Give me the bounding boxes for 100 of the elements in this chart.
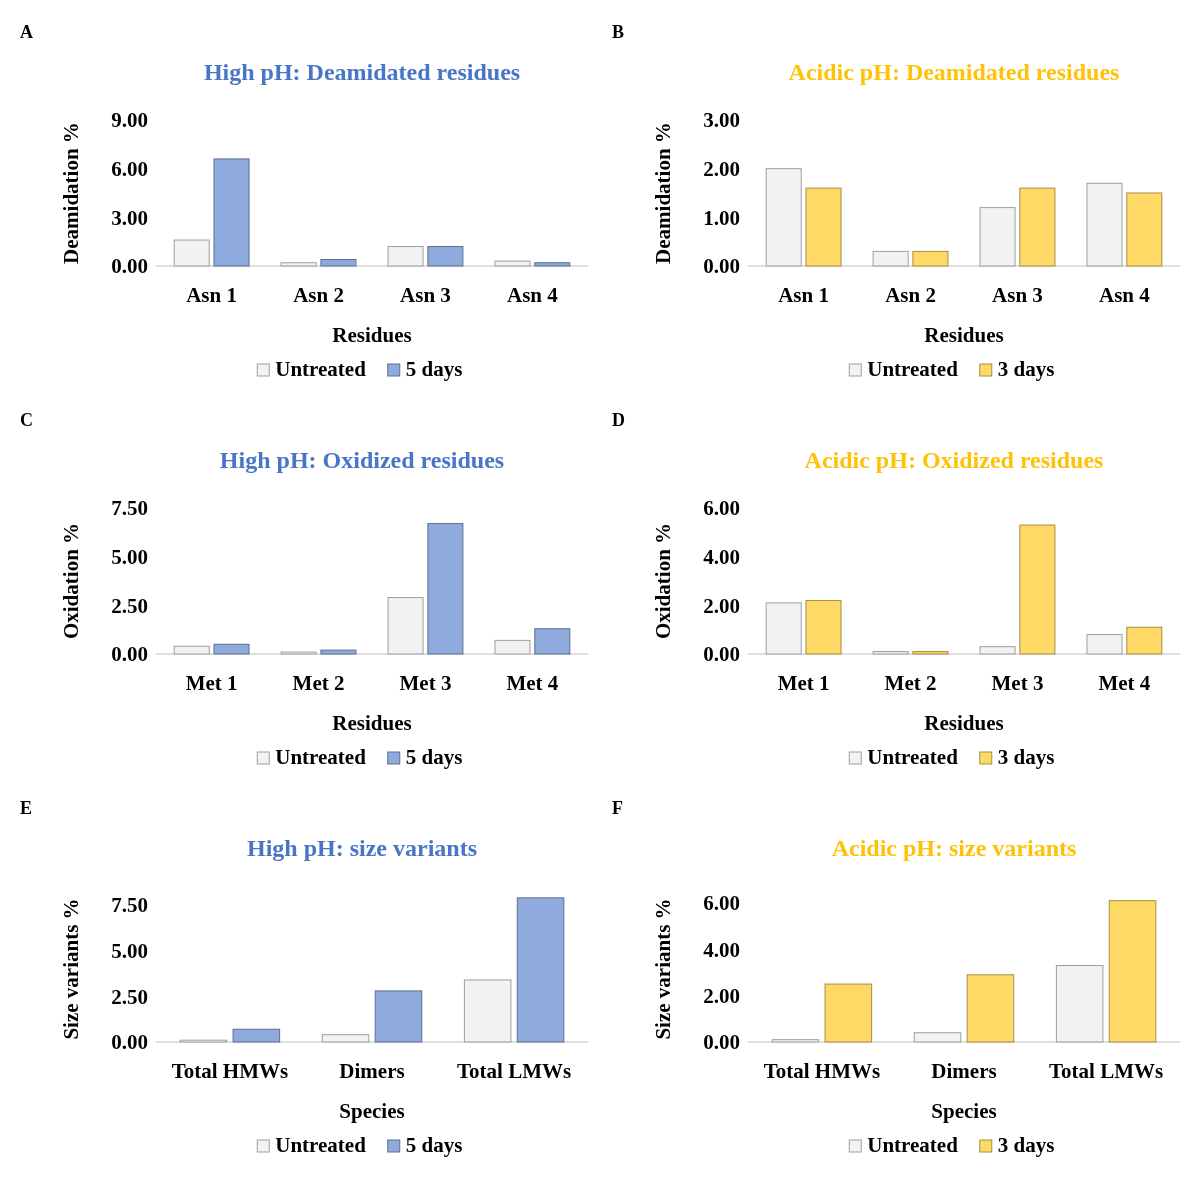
x-axis-title: Residues xyxy=(332,711,412,735)
bar xyxy=(427,523,464,655)
bar xyxy=(912,250,949,267)
x-tick-label: Asn 2 xyxy=(885,283,936,307)
y-tick-label: 7.50 xyxy=(111,496,148,521)
legend-label: 5 days xyxy=(405,745,463,769)
chart-title: Acidic pH: Deamidated residues xyxy=(788,59,1120,85)
bar xyxy=(805,187,842,267)
bar xyxy=(534,262,571,267)
legend-label: Untreated xyxy=(867,745,959,769)
y-axis-title: Oxidation % xyxy=(59,522,83,640)
legend-label: Untreated xyxy=(867,1133,959,1157)
x-tick-label: Met 4 xyxy=(1098,671,1151,695)
x-axis-title: Residues xyxy=(332,323,412,347)
x-tick-label: Met 2 xyxy=(292,671,345,695)
bar xyxy=(463,979,512,1043)
y-tick-label: 6.00 xyxy=(111,157,148,182)
y-tick-label: 0.00 xyxy=(111,642,148,667)
legend-label: 5 days xyxy=(405,1133,463,1157)
bar xyxy=(1055,965,1104,1043)
bar xyxy=(979,646,1016,655)
chart-title: Acidic pH: size variants xyxy=(831,835,1077,861)
bar xyxy=(824,983,873,1043)
x-tick-label: Asn 1 xyxy=(778,283,829,307)
bar xyxy=(1126,626,1163,655)
x-tick-label: Dimers xyxy=(339,1059,405,1083)
x-tick-label: Total HMWs xyxy=(171,1059,289,1083)
bar xyxy=(1108,900,1157,1043)
y-tick-label: 2.50 xyxy=(111,593,148,618)
text: B xyxy=(612,22,625,42)
x-tick-label: Asn 4 xyxy=(1099,283,1151,307)
x-tick-label: Total HMWs xyxy=(763,1059,881,1083)
chart-title: High pH: Deamidated residues xyxy=(203,59,521,85)
x-tick-label: Asn 1 xyxy=(186,283,237,307)
y-tick-label: 4.00 xyxy=(703,545,740,570)
bar xyxy=(213,158,250,267)
bar xyxy=(320,649,357,655)
x-axis-title: Residues xyxy=(924,323,1004,347)
bar xyxy=(534,628,571,655)
legend-label: Untreated xyxy=(275,1133,367,1157)
y-tick-label: 3.00 xyxy=(703,108,740,133)
x-tick-label: Met 4 xyxy=(506,671,559,695)
y-tick-label: 1.00 xyxy=(703,205,740,230)
bar xyxy=(173,645,210,655)
x-tick-label: Total LMWs xyxy=(1049,1059,1164,1083)
legend-label: Untreated xyxy=(275,745,367,769)
bar xyxy=(966,974,1015,1043)
bar xyxy=(912,651,949,655)
y-tick-label: 0.00 xyxy=(111,1030,148,1055)
chart-title: Acidic pH: Oxidized residues xyxy=(804,447,1104,473)
legend-label: 3 days xyxy=(997,745,1055,769)
bar xyxy=(765,168,802,267)
bar xyxy=(979,207,1016,267)
y-axis-title: Deamidation % xyxy=(59,122,83,264)
y-tick-label: 2.00 xyxy=(703,157,740,182)
x-tick-label: Met 3 xyxy=(991,671,1044,695)
bar xyxy=(913,1032,962,1043)
x-axis-title: Species xyxy=(339,1099,405,1123)
y-tick-label: 0.00 xyxy=(703,254,740,279)
bar xyxy=(321,1034,370,1043)
x-tick-label: Asn 2 xyxy=(293,283,344,307)
x-tick-label: Asn 3 xyxy=(400,283,451,307)
bar xyxy=(374,990,423,1043)
bar xyxy=(1126,192,1163,267)
text: D xyxy=(612,410,625,430)
legend-label: Untreated xyxy=(275,357,367,381)
bar xyxy=(1019,187,1056,267)
y-axis-title: Size variants % xyxy=(59,898,83,1040)
text: E xyxy=(20,798,33,818)
bar xyxy=(494,639,531,655)
y-axis-title: Deamidation % xyxy=(651,122,675,264)
bar xyxy=(872,250,909,267)
bar xyxy=(232,1028,281,1043)
bar xyxy=(771,1039,820,1043)
x-tick-label: Asn 4 xyxy=(507,283,559,307)
legend-label: 5 days xyxy=(405,357,463,381)
legend-label: 3 days xyxy=(997,1133,1055,1157)
x-tick-label: Met 2 xyxy=(884,671,937,695)
y-tick-label: 6.00 xyxy=(703,496,740,521)
bar xyxy=(805,599,842,655)
x-tick-label: Dimers xyxy=(931,1059,997,1083)
x-axis-title: Species xyxy=(931,1099,997,1123)
y-axis-title: Oxidation % xyxy=(651,522,675,640)
y-tick-label: 2.00 xyxy=(703,593,740,618)
x-axis-title: Residues xyxy=(924,711,1004,735)
bar xyxy=(320,259,357,267)
bar xyxy=(213,643,250,655)
bar xyxy=(387,246,424,267)
bar xyxy=(280,262,317,267)
bar xyxy=(387,597,424,655)
y-tick-label: 0.00 xyxy=(703,642,740,667)
y-tick-label: 9.00 xyxy=(111,108,148,133)
bar xyxy=(1086,634,1123,655)
text: A xyxy=(20,22,33,42)
text: F xyxy=(612,798,623,818)
bar xyxy=(872,651,909,655)
y-tick-label: 3.00 xyxy=(111,205,148,230)
x-tick-label: Total LMWs xyxy=(457,1059,572,1083)
bar xyxy=(427,246,464,267)
bar xyxy=(494,260,531,267)
